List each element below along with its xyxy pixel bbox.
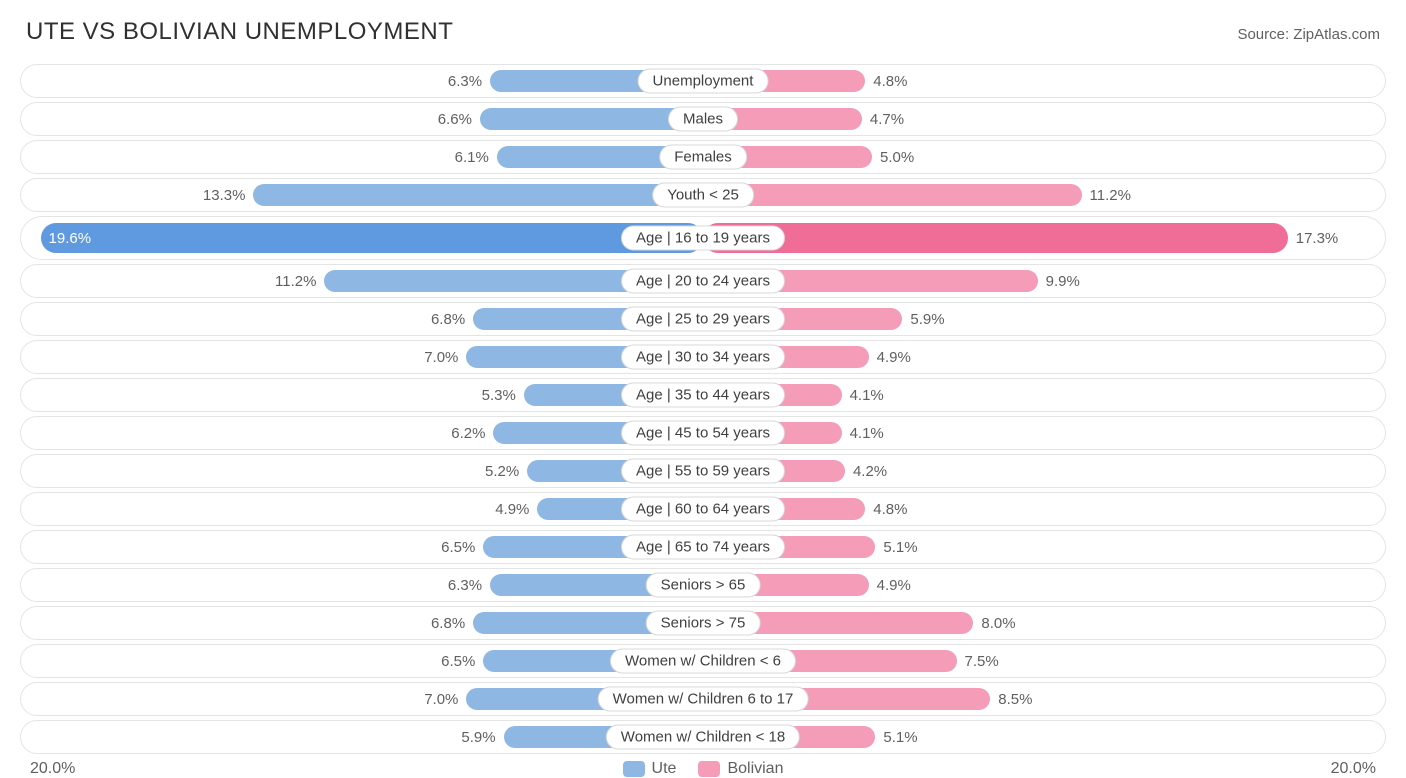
category-label: Seniors > 75 <box>646 611 761 636</box>
chart-row: 11.2% 9.9% Age | 20 to 24 years <box>20 264 1386 298</box>
chart-row: 4.9% 4.8% Age | 60 to 64 years <box>20 492 1386 526</box>
chart-row: 19.6% 17.3% Age | 16 to 19 years <box>20 216 1386 260</box>
category-label: Age | 55 to 59 years <box>621 459 785 484</box>
value-ute: 7.0% <box>416 349 466 366</box>
legend-swatch-ute <box>623 761 645 777</box>
category-label: Women w/ Children < 18 <box>606 725 800 750</box>
chart-row: 13.3% 11.2% Youth < 25 <box>20 178 1386 212</box>
value-ute: 6.5% <box>433 539 483 556</box>
value-ute: 7.0% <box>416 691 466 708</box>
chart-row: 6.3% 4.8% Unemployment <box>20 64 1386 98</box>
chart-row: 5.9% 5.1% Women w/ Children < 18 <box>20 720 1386 754</box>
value-bolivian: 4.1% <box>842 387 892 404</box>
chart-row: 6.6% 4.7% Males <box>20 102 1386 136</box>
value-bolivian: 5.1% <box>875 539 925 556</box>
chart-row: 5.3% 4.1% Age | 35 to 44 years <box>20 378 1386 412</box>
axis-max-right: 20.0% <box>1306 760 1376 778</box>
value-ute: 5.2% <box>477 463 527 480</box>
category-label: Age | 16 to 19 years <box>621 226 785 251</box>
value-ute: 13.3% <box>195 187 254 204</box>
value-ute: 5.3% <box>474 387 524 404</box>
chart-source: Source: ZipAtlas.com <box>1237 26 1380 43</box>
legend-label-bolivian: Bolivian <box>727 760 783 778</box>
legend-item-ute: Ute <box>623 760 677 778</box>
value-bolivian: 4.1% <box>842 425 892 442</box>
chart-row: 7.0% 4.9% Age | 30 to 34 years <box>20 340 1386 374</box>
bar-ute <box>253 184 703 206</box>
value-ute: 5.9% <box>453 729 503 746</box>
value-ute: 19.6% <box>41 230 100 247</box>
value-bolivian: 7.5% <box>957 653 1007 670</box>
bar-bolivian <box>703 184 1082 206</box>
category-label: Age | 35 to 44 years <box>621 383 785 408</box>
category-label: Age | 25 to 29 years <box>621 307 785 332</box>
legend-item-bolivian: Bolivian <box>698 760 783 778</box>
value-bolivian: 5.0% <box>872 149 922 166</box>
category-label: Seniors > 65 <box>646 573 761 598</box>
category-label: Males <box>668 107 738 132</box>
value-ute: 6.3% <box>440 577 490 594</box>
chart-header: UTE VS BOLIVIAN UNEMPLOYMENT Source: Zip… <box>20 18 1386 46</box>
category-label: Unemployment <box>638 69 769 94</box>
chart-title: UTE VS BOLIVIAN UNEMPLOYMENT <box>26 18 453 46</box>
diverging-bar-chart: 6.3% 4.8% Unemployment 6.6% 4.7% Males 6.1% 5.0… <box>20 64 1386 754</box>
value-bolivian: 5.1% <box>875 729 925 746</box>
chart-row: 6.5% 5.1% Age | 65 to 74 years <box>20 530 1386 564</box>
value-bolivian: 8.0% <box>973 615 1023 632</box>
value-bolivian: 4.9% <box>869 349 919 366</box>
legend-label-ute: Ute <box>652 760 677 778</box>
value-ute: 6.1% <box>447 149 497 166</box>
chart-footer: 20.0% Ute Bolivian 20.0% <box>20 760 1386 778</box>
value-bolivian: 8.5% <box>990 691 1040 708</box>
category-label: Youth < 25 <box>652 183 754 208</box>
value-bolivian: 9.9% <box>1038 273 1088 290</box>
value-bolivian: 4.2% <box>845 463 895 480</box>
chart-row: 5.2% 4.2% Age | 55 to 59 years <box>20 454 1386 488</box>
bar-bolivian <box>703 223 1288 253</box>
category-label: Age | 20 to 24 years <box>621 269 785 294</box>
axis-max-left: 20.0% <box>30 760 100 778</box>
value-ute: 6.6% <box>430 111 480 128</box>
value-bolivian: 4.9% <box>869 577 919 594</box>
chart-legend: Ute Bolivian <box>100 760 1306 778</box>
bar-ute: 19.6% <box>41 223 703 253</box>
category-label: Females <box>659 145 747 170</box>
value-ute: 6.3% <box>440 73 490 90</box>
category-label: Age | 60 to 64 years <box>621 497 785 522</box>
value-ute: 6.5% <box>433 653 483 670</box>
chart-row: 6.8% 8.0% Seniors > 75 <box>20 606 1386 640</box>
chart-row: 6.1% 5.0% Females <box>20 140 1386 174</box>
value-ute: 6.8% <box>423 615 473 632</box>
value-bolivian: 4.7% <box>862 111 912 128</box>
chart-row: 6.5% 7.5% Women w/ Children < 6 <box>20 644 1386 678</box>
value-ute: 4.9% <box>487 501 537 518</box>
value-bolivian: 5.9% <box>902 311 952 328</box>
value-ute: 6.2% <box>443 425 493 442</box>
category-label: Age | 45 to 54 years <box>621 421 785 446</box>
legend-swatch-bolivian <box>698 761 720 777</box>
category-label: Women w/ Children 6 to 17 <box>598 687 809 712</box>
value-bolivian: 4.8% <box>865 501 915 518</box>
chart-row: 6.2% 4.1% Age | 45 to 54 years <box>20 416 1386 450</box>
chart-row: 7.0% 8.5% Women w/ Children 6 to 17 <box>20 682 1386 716</box>
value-ute: 6.8% <box>423 311 473 328</box>
value-bolivian: 11.2% <box>1082 187 1139 204</box>
category-label: Age | 65 to 74 years <box>621 535 785 560</box>
value-ute: 11.2% <box>267 273 324 290</box>
chart-row: 6.8% 5.9% Age | 25 to 29 years <box>20 302 1386 336</box>
category-label: Women w/ Children < 6 <box>610 649 796 674</box>
category-label: Age | 30 to 34 years <box>621 345 785 370</box>
value-bolivian: 4.8% <box>865 73 915 90</box>
chart-row: 6.3% 4.9% Seniors > 65 <box>20 568 1386 602</box>
value-bolivian: 17.3% <box>1288 230 1347 247</box>
